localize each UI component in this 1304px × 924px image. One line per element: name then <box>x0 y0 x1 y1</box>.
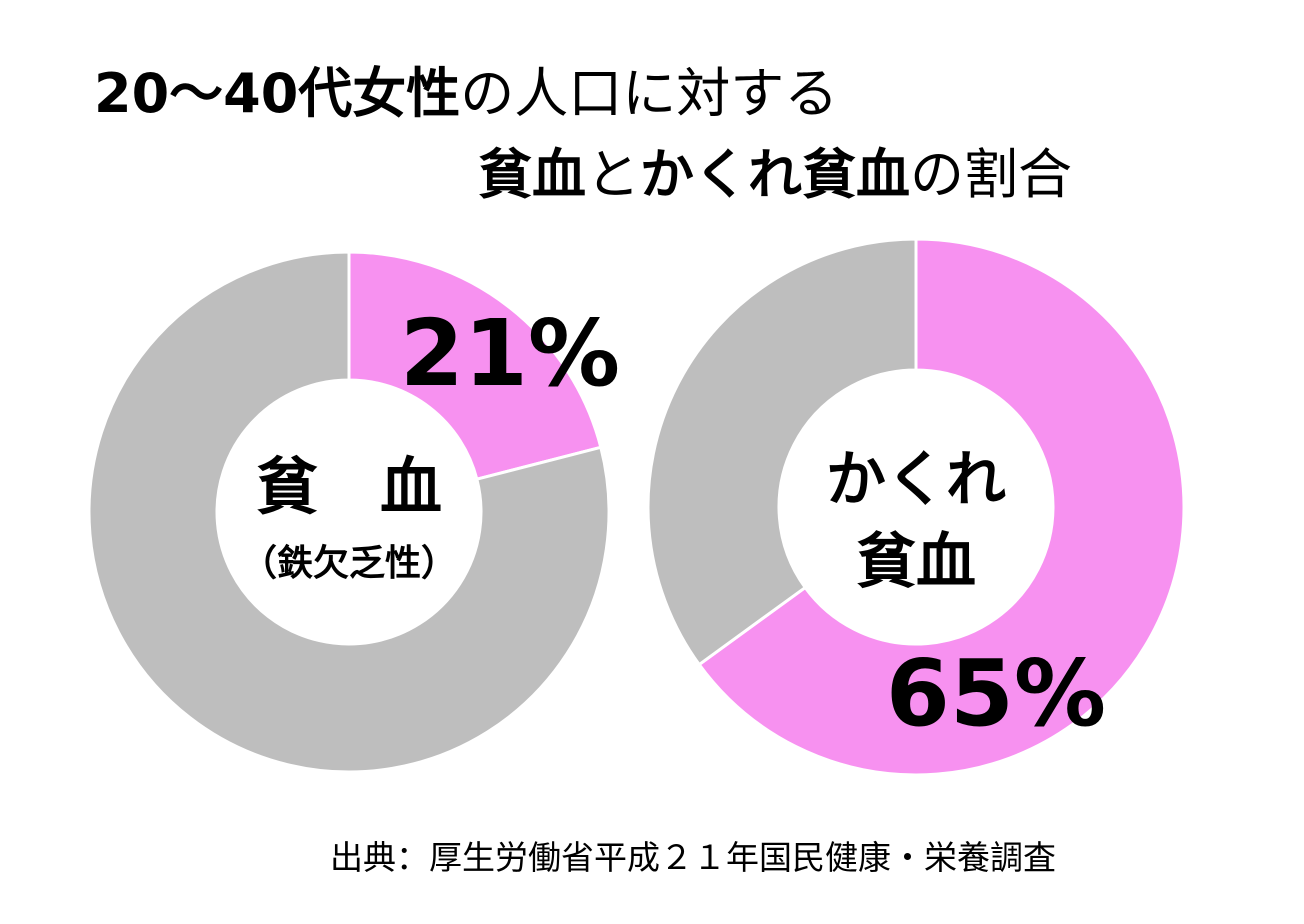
center-label-sub: （鉄欠乏性） <box>241 542 457 584</box>
title-segment: の割合 <box>910 143 1072 206</box>
hidden-anemia-donut-chart: かくれ 貧血 65% <box>646 237 1186 777</box>
donut-slice-highlight <box>347 250 603 481</box>
title-segment: 貧血 <box>478 143 586 206</box>
data-label-highlight: 65% <box>886 640 1106 747</box>
source-note: 出典：厚生労働省平成２１年国民健康・栄養調査 <box>330 838 1056 877</box>
donut-slice-rest <box>646 237 918 667</box>
title-segment: 20～40代女性 <box>94 62 461 125</box>
title-line-2: 貧血とかくれ貧血の割合 <box>478 143 1072 207</box>
donut-slice-highlight <box>697 237 1186 777</box>
donut-slice-rest <box>87 250 611 774</box>
data-label-highlight: 21% <box>400 300 620 407</box>
center-label-main: 貧 血 <box>256 450 442 523</box>
title-line-1: 20～40代女性の人口に対する <box>94 62 838 126</box>
center-label-main: かくれ <box>826 445 1006 515</box>
title-segment: かくれ貧血 <box>640 143 910 206</box>
center-label-sub: 貧血 <box>856 527 976 597</box>
title-segment: と <box>586 143 640 206</box>
title-segment: の人口に対する <box>460 62 839 125</box>
anemia-donut-chart: 貧 血 （鉄欠乏性） 21% <box>87 250 620 774</box>
